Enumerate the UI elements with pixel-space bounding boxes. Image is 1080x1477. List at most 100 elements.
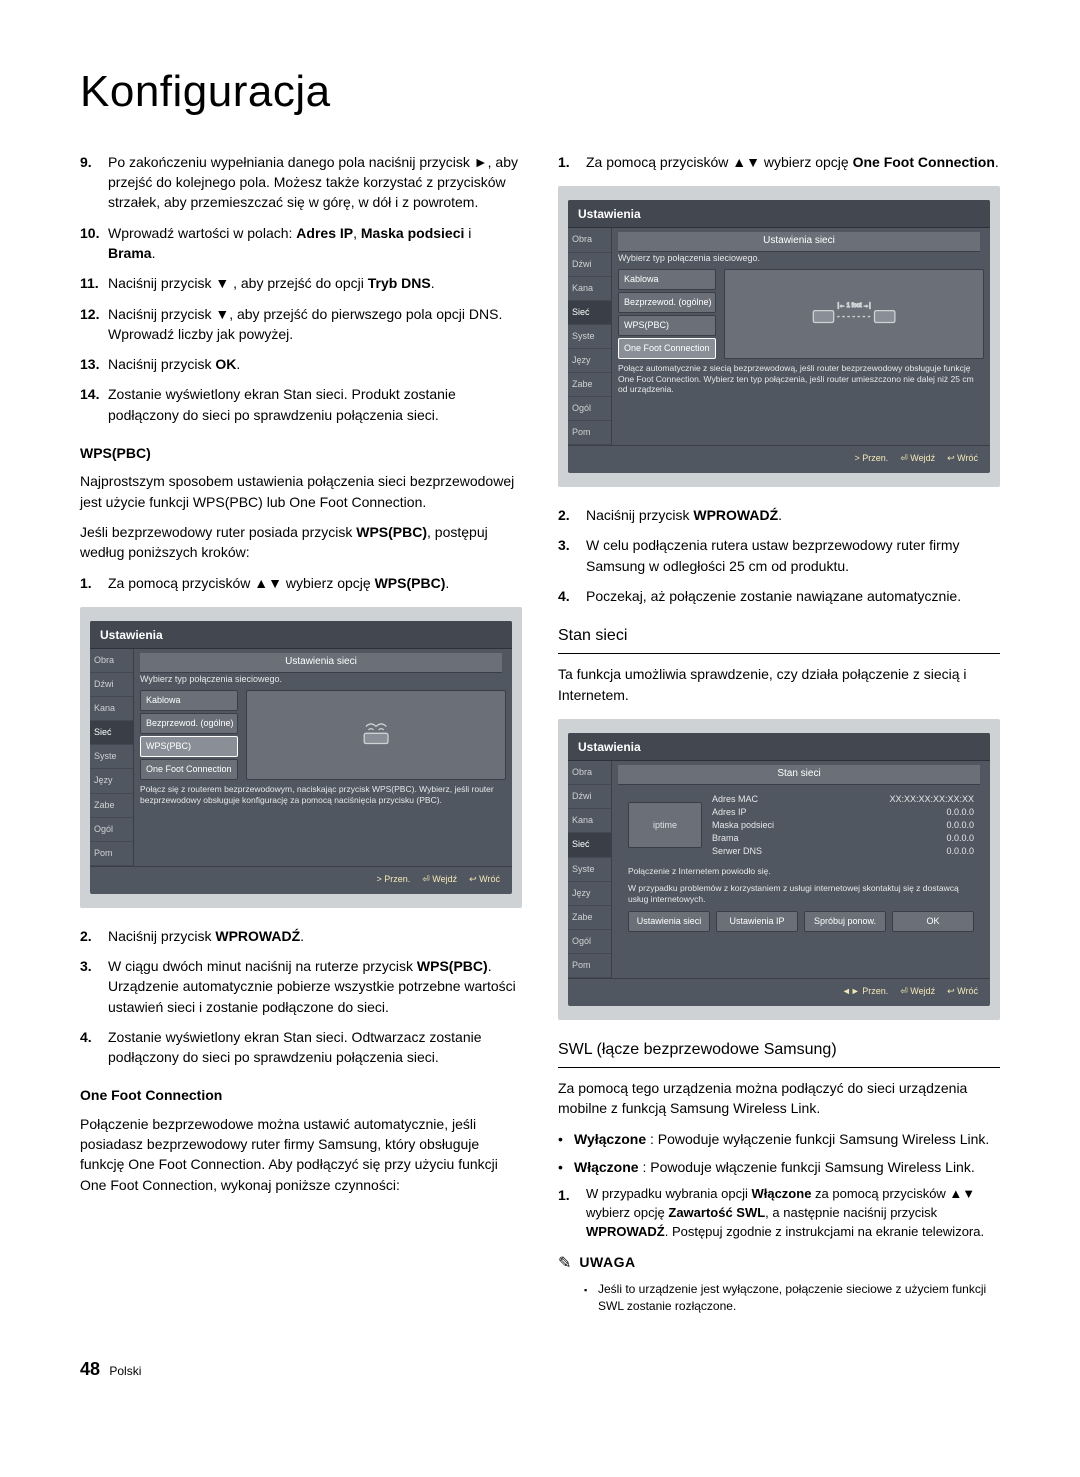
dialog-description: Połącz automatycznie z siecią bezprzewod… — [618, 363, 984, 395]
connection-option[interactable]: One Foot Connection — [618, 338, 716, 359]
footer-key: ◄► Przen. — [842, 985, 888, 998]
footer-key: > Przen. — [854, 452, 888, 465]
step-text: Po zakończeniu wypełniania danego pola n… — [108, 152, 522, 213]
sidebar-item[interactable]: Obra — [568, 228, 611, 252]
page-language: Polski — [109, 1364, 141, 1378]
step-number: 3. — [558, 535, 586, 576]
dialog-sidebar: ObraDźwiKanaSiećSysteJęzyZabeOgólPom — [568, 761, 612, 977]
stan-sieci-heading: Stan sieci — [558, 624, 1000, 647]
dialog-sidebar: ObraDźwiKanaSiećSysteJęzyZabeOgólPom — [90, 649, 134, 865]
sidebar-item[interactable]: Zabe — [568, 373, 611, 397]
kv-row: Maska podsieci0.0.0.0 — [712, 819, 974, 832]
step-text: W przypadku wybrania opcji Włączone za p… — [586, 1185, 1000, 1242]
step-number: 11. — [80, 273, 108, 293]
page-title: Konfiguracja — [80, 60, 1000, 124]
sidebar-item[interactable]: Dźwi — [90, 673, 133, 697]
kv-row: Brama0.0.0.0 — [712, 832, 974, 845]
connection-option[interactable]: One Foot Connection — [140, 759, 238, 780]
sidebar-item[interactable]: Języ — [568, 882, 611, 906]
sidebar-item[interactable]: Ogól — [568, 930, 611, 954]
sidebar-item[interactable]: Pom — [568, 421, 611, 445]
dialog-footer: ◄► Przen.⏎ Wejdź↩ Wróć — [568, 978, 990, 1006]
sidebar-item[interactable]: Dźwi — [568, 785, 611, 809]
step-text: Wprowadź wartości w polach: Adres IP, Ma… — [108, 223, 522, 264]
dialog-options: KablowaBezprzewod. (ogólne)WPS(PBC)One F… — [618, 269, 716, 359]
status-button[interactable]: Ustawienia sieci — [628, 911, 710, 932]
dialog-subtitle: Stan sieci — [618, 765, 980, 785]
sidebar-item[interactable]: Sieć — [90, 721, 133, 745]
dialog-footer: > Przen. ⏎ Wejdź ↩ Wróć — [568, 445, 990, 473]
step-text: Zostanie wyświetlony ekran Stan sieci. O… — [108, 1027, 522, 1068]
status-dialog: Ustawienia ObraDźwiKanaSiećSysteJęzyZabe… — [558, 719, 1000, 1020]
step-number: 9. — [80, 152, 108, 213]
swl-para: Za pomocą tego urządzenia można podłączy… — [558, 1078, 1000, 1119]
sidebar-item[interactable]: Języ — [568, 349, 611, 373]
step-text: W celu podłączenia rutera ustaw bezprzew… — [586, 535, 1000, 576]
wps-heading: WPS(PBC) — [80, 443, 522, 463]
step-number: 1. — [80, 573, 108, 593]
router-icon: iptime — [628, 802, 702, 848]
sidebar-item[interactable]: Dźwi — [568, 253, 611, 277]
sidebar-item[interactable]: Zabe — [568, 906, 611, 930]
sidebar-item[interactable]: Obra — [90, 649, 133, 673]
onefoot-heading: One Foot Connection — [80, 1085, 522, 1105]
sidebar-item[interactable]: Sieć — [568, 301, 611, 325]
sidebar-item[interactable]: Obra — [568, 761, 611, 785]
dialog-sidebar: ObraDźwiKanaSiećSysteJęzyZabeOgólPom — [568, 228, 612, 444]
footer-key: ⏎ Wejdź — [422, 873, 457, 886]
footer-key: ↩ Wróć — [947, 452, 978, 465]
stan-sieci-para: Ta funkcja umożliwia sprawdzenie, czy dz… — [558, 664, 1000, 705]
kv-row: Serwer DNS0.0.0.0 — [712, 845, 974, 858]
connection-option[interactable]: Bezprzewod. (ogólne) — [140, 713, 238, 734]
sidebar-item[interactable]: Pom — [90, 842, 133, 866]
status-message-2: W przypadku problemów z korzystaniem z u… — [628, 883, 974, 905]
left-column: 9.Po zakończeniu wypełniania danego pola… — [80, 152, 522, 1320]
settings-dialog-onefoot: Ustawienia ObraDźwiKanaSiećSysteJęzyZabe… — [558, 186, 1000, 487]
sidebar-item[interactable]: Syste — [90, 745, 133, 769]
wps-post-steps: 2.Naciśnij przycisk WPROWADŹ. 3.W ciągu … — [80, 926, 522, 1068]
dialog-title: Ustawienia — [90, 621, 512, 649]
connection-option[interactable]: WPS(PBC) — [140, 736, 238, 757]
status-message-1: Połączenie z Internetem powiodło się. — [628, 866, 974, 877]
step-text: Naciśnij przycisk OK. — [108, 354, 522, 374]
sidebar-item[interactable]: Syste — [568, 325, 611, 349]
note-icon: ✎ — [558, 1252, 571, 1275]
sidebar-item[interactable]: Ogól — [568, 397, 611, 421]
sidebar-item[interactable]: Syste — [568, 858, 611, 882]
sidebar-item[interactable]: Zabe — [90, 794, 133, 818]
connection-option[interactable]: WPS(PBC) — [618, 315, 716, 336]
wps-para-1: Najprostszym sposobem ustawienia połącze… — [80, 471, 522, 512]
dialog-subtitle: Ustawienia sieci — [618, 232, 980, 252]
footer-key: > Przen. — [376, 873, 410, 886]
connection-option[interactable]: Kablowa — [618, 269, 716, 290]
status-button[interactable]: Spróbuj ponow. — [804, 911, 886, 932]
footer-key: ⏎ Wejdź — [900, 452, 935, 465]
sidebar-item[interactable]: Kana — [568, 277, 611, 301]
dialog-footer: > Przen.⏎ Wejdź↩ Wróć — [90, 866, 512, 894]
connection-option[interactable]: Bezprzewod. (ogólne) — [618, 292, 716, 313]
note-text: Jeśli to urządzenie jest wyłączone, połą… — [598, 1281, 1000, 1316]
step-text: Naciśnij przycisk WPROWADŹ. — [108, 926, 522, 946]
dialog-illustration — [246, 690, 506, 780]
step-number: 14. — [80, 384, 108, 425]
status-buttons: Ustawienia sieci Ustawienia IP Spróbuj pon… — [628, 911, 974, 932]
dialog-description: Połącz się z routerem bezprzewodowym, na… — [140, 784, 506, 805]
wps-steps: 1.Za pomocą przycisków ▲▼ wybierz opcję … — [80, 573, 522, 593]
sidebar-item[interactable]: Kana — [568, 809, 611, 833]
onefoot-steps-2: 2.Naciśnij przycisk WPROWADŹ. 3.W celu p… — [558, 505, 1000, 606]
connection-option[interactable]: Kablowa — [140, 690, 238, 711]
swl-step: 1.W przypadku wybrania opcji Włączone za… — [558, 1185, 1000, 1242]
section-rule — [558, 1067, 1000, 1068]
sidebar-item[interactable]: Sieć — [568, 833, 611, 857]
sidebar-item[interactable]: Ogól — [90, 818, 133, 842]
sidebar-item[interactable]: Pom — [568, 954, 611, 978]
sidebar-item[interactable]: Języ — [90, 769, 133, 793]
status-button[interactable]: OK — [892, 911, 974, 932]
dialog-subtitle: Ustawienia sieci — [140, 653, 502, 673]
sidebar-item[interactable]: Kana — [90, 697, 133, 721]
step-number: 1. — [558, 1185, 586, 1242]
dialog-illustration: |← 1 foot →| — [724, 269, 984, 359]
onefoot-steps-1: 1.Za pomocą przycisków ▲▼ wybierz opcję … — [558, 152, 1000, 172]
step-text: Naciśnij przycisk ▼ , aby przejść do opc… — [108, 273, 522, 293]
status-button[interactable]: Ustawienia IP — [716, 911, 798, 932]
